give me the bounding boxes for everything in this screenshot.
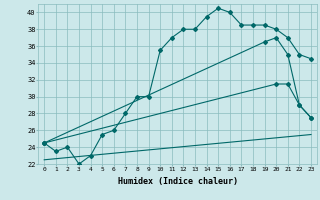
X-axis label: Humidex (Indice chaleur): Humidex (Indice chaleur) <box>118 177 238 186</box>
